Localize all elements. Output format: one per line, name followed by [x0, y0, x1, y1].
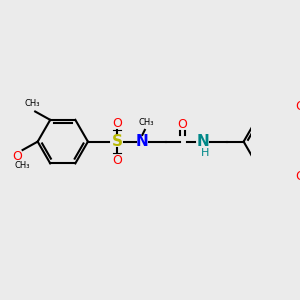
Text: N: N [197, 134, 210, 149]
Text: CH₃: CH₃ [139, 118, 154, 127]
Text: CH₃: CH₃ [24, 99, 40, 108]
Text: O: O [178, 118, 188, 131]
Text: S: S [112, 134, 123, 149]
Text: O: O [295, 100, 300, 113]
Text: H: H [201, 148, 209, 158]
Text: O: O [112, 117, 122, 130]
Text: O: O [112, 154, 122, 166]
Text: N: N [136, 134, 149, 149]
Text: O: O [295, 170, 300, 183]
Text: CH₃: CH₃ [15, 160, 30, 169]
Text: O: O [12, 150, 22, 163]
